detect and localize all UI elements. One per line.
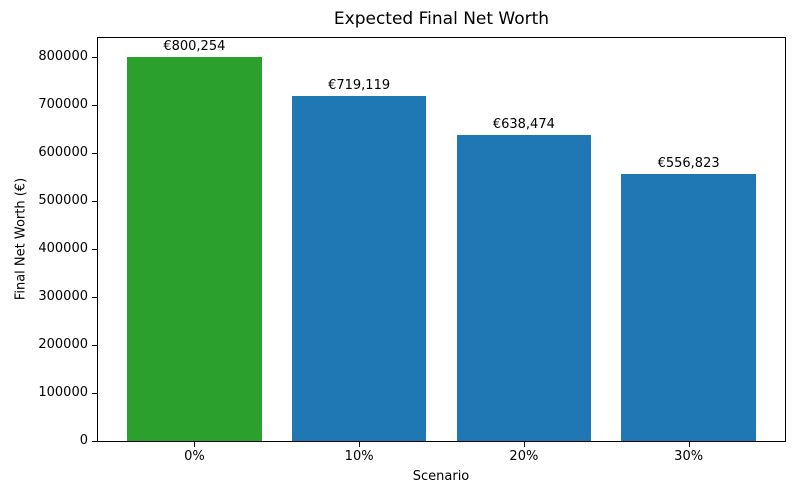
bars-row: €800,254 €719,119 €638,474 €556,823 — [98, 38, 785, 441]
y-tick-label: 200000 — [38, 337, 88, 353]
bar-slot: €719,119 — [277, 38, 442, 441]
bar-slot: €800,254 — [112, 38, 277, 441]
y-tick-label: 400000 — [38, 241, 88, 257]
y-tick-label: 500000 — [38, 193, 88, 209]
bar-30%: €556,823 — [621, 156, 756, 441]
bar-0%: €800,254 — [127, 39, 262, 441]
bar-10%: €719,119 — [291, 78, 427, 441]
y-tick-label: 700000 — [38, 97, 88, 113]
x-tick-mark — [359, 442, 361, 447]
x-tick-label: 30% — [674, 449, 704, 464]
x-tick-label: 20% — [509, 449, 539, 464]
bar-slot: €638,474 — [442, 38, 607, 441]
y-tick-mark — [92, 249, 97, 251]
x-tick-label: 10% — [344, 449, 374, 464]
y-tick-label: 0 — [79, 433, 88, 448]
bar-value-label: €719,119 — [328, 78, 391, 94]
y-tick-mark — [92, 297, 97, 299]
x-tick-mark — [688, 442, 690, 447]
y-tick-mark — [92, 57, 97, 59]
y-tick-mark — [92, 441, 97, 442]
bar-value-label: €638,474 — [492, 116, 555, 132]
bar-value-label: €800,254 — [163, 39, 226, 55]
y-tick-mark — [92, 105, 97, 107]
bar-slot: €556,823 — [606, 38, 771, 441]
x-axis-label: Scenario — [412, 469, 470, 484]
y-tick-mark — [92, 393, 97, 395]
bar-20%: €638,474 — [456, 117, 591, 441]
y-tick-label: 300000 — [38, 289, 88, 305]
y-tick-label: 800000 — [38, 49, 88, 65]
x-tick-mark — [194, 442, 196, 447]
y-tick-label: 600000 — [38, 145, 88, 161]
y-tick-mark — [92, 345, 97, 347]
x-tick-label: 0% — [184, 449, 205, 464]
chart-title: Expected Final Net Worth — [333, 9, 550, 29]
plot-area: €800,254 €719,119 €638,474 €556,823 — [97, 37, 786, 442]
y-tick-label: 100000 — [38, 385, 88, 401]
y-tick-mark — [92, 153, 97, 155]
y-tick-mark — [92, 201, 97, 203]
bar-value-label: €556,823 — [657, 155, 720, 171]
x-tick-mark — [523, 442, 525, 447]
